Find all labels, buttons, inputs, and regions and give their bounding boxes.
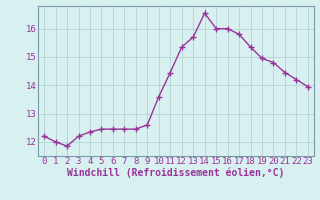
X-axis label: Windchill (Refroidissement éolien,°C): Windchill (Refroidissement éolien,°C) [67, 168, 285, 178]
